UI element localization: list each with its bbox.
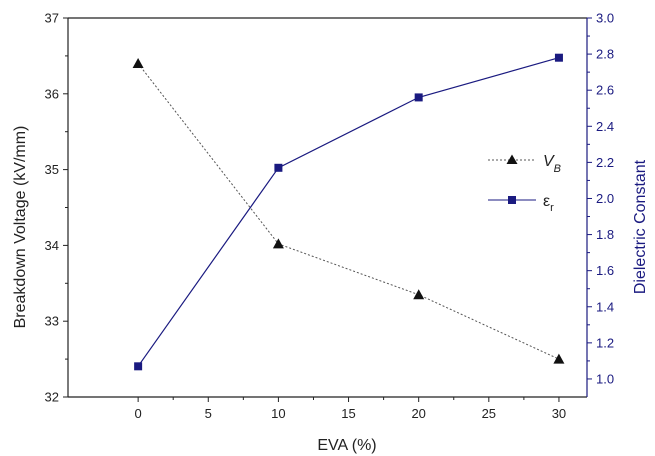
legend-item-vb: VB: [488, 153, 561, 175]
x-axis-title: EVA (%): [317, 437, 376, 454]
y-right-tick-label: 2.6: [596, 83, 614, 98]
x-tick-label: 20: [411, 406, 425, 421]
y-right-tick-label: 2.4: [596, 119, 614, 134]
series-1-line: [137, 57, 560, 367]
y-left-tick-label: 36: [45, 86, 59, 101]
y-axis-title-right: Dielectric Constant: [632, 159, 649, 294]
y-left-tick-label: 35: [45, 162, 59, 177]
y-right-tick-label: 1.2: [596, 335, 614, 350]
y-left-tick-label: 37: [45, 11, 59, 26]
y-right-tick-label: 1.6: [596, 263, 614, 278]
series-1-point: [274, 163, 283, 172]
series-0-point: [272, 238, 284, 249]
y-axis-title-left: Breakdown Voltage (kV/mm): [12, 126, 29, 329]
y-left-tick-label: 33: [45, 314, 59, 329]
x-tick-label: 5: [205, 406, 212, 421]
series-0-point: [413, 289, 425, 300]
legend-vb-marker: [506, 154, 518, 164]
y-right-tick-label: 2.8: [596, 47, 614, 62]
x-tick-label: 25: [482, 406, 496, 421]
legend-er-label: εr: [543, 193, 554, 214]
y-right-tick-label: 1.8: [596, 227, 614, 242]
y-right-tick-label: 1.4: [596, 299, 614, 314]
y-right-tick-label: 2.0: [596, 191, 614, 206]
y-right-tick-label: 2.2: [596, 155, 614, 170]
x-tick-label: 15: [341, 406, 355, 421]
legend-vb-label: VB: [543, 153, 561, 175]
plot-layer: 0 5 10 15 20 25 30 32 33 34 35 36 37 1.0 1.2 1.4 1.6 1.8 2…: [45, 11, 615, 422]
y-right-tick-label: 1.0: [596, 371, 614, 386]
x-tick-label: 30: [552, 406, 566, 421]
y-left-tick-label: 32: [45, 390, 59, 405]
legend-er-label-sub: r: [550, 202, 554, 214]
y-right-tick-label: 3.0: [596, 11, 614, 26]
legend: VB εr: [488, 153, 561, 214]
series-0-line: [137, 63, 560, 360]
legend-er-marker: [508, 196, 516, 204]
legend-vb-label-main: V: [543, 153, 555, 170]
series-0-point: [553, 353, 565, 364]
series-1-point: [554, 53, 563, 62]
series-1-point: [134, 362, 143, 371]
series-0-point: [132, 58, 144, 68]
x-tick-label: 0: [135, 406, 142, 421]
series-1-point: [414, 93, 423, 102]
legend-vb-label-sub: B: [554, 163, 561, 175]
x-tick-label: 10: [271, 406, 285, 421]
legend-er-label-main: ε: [543, 193, 550, 210]
legend-item-er: εr: [488, 193, 554, 214]
y-left-tick-label: 34: [45, 238, 59, 253]
